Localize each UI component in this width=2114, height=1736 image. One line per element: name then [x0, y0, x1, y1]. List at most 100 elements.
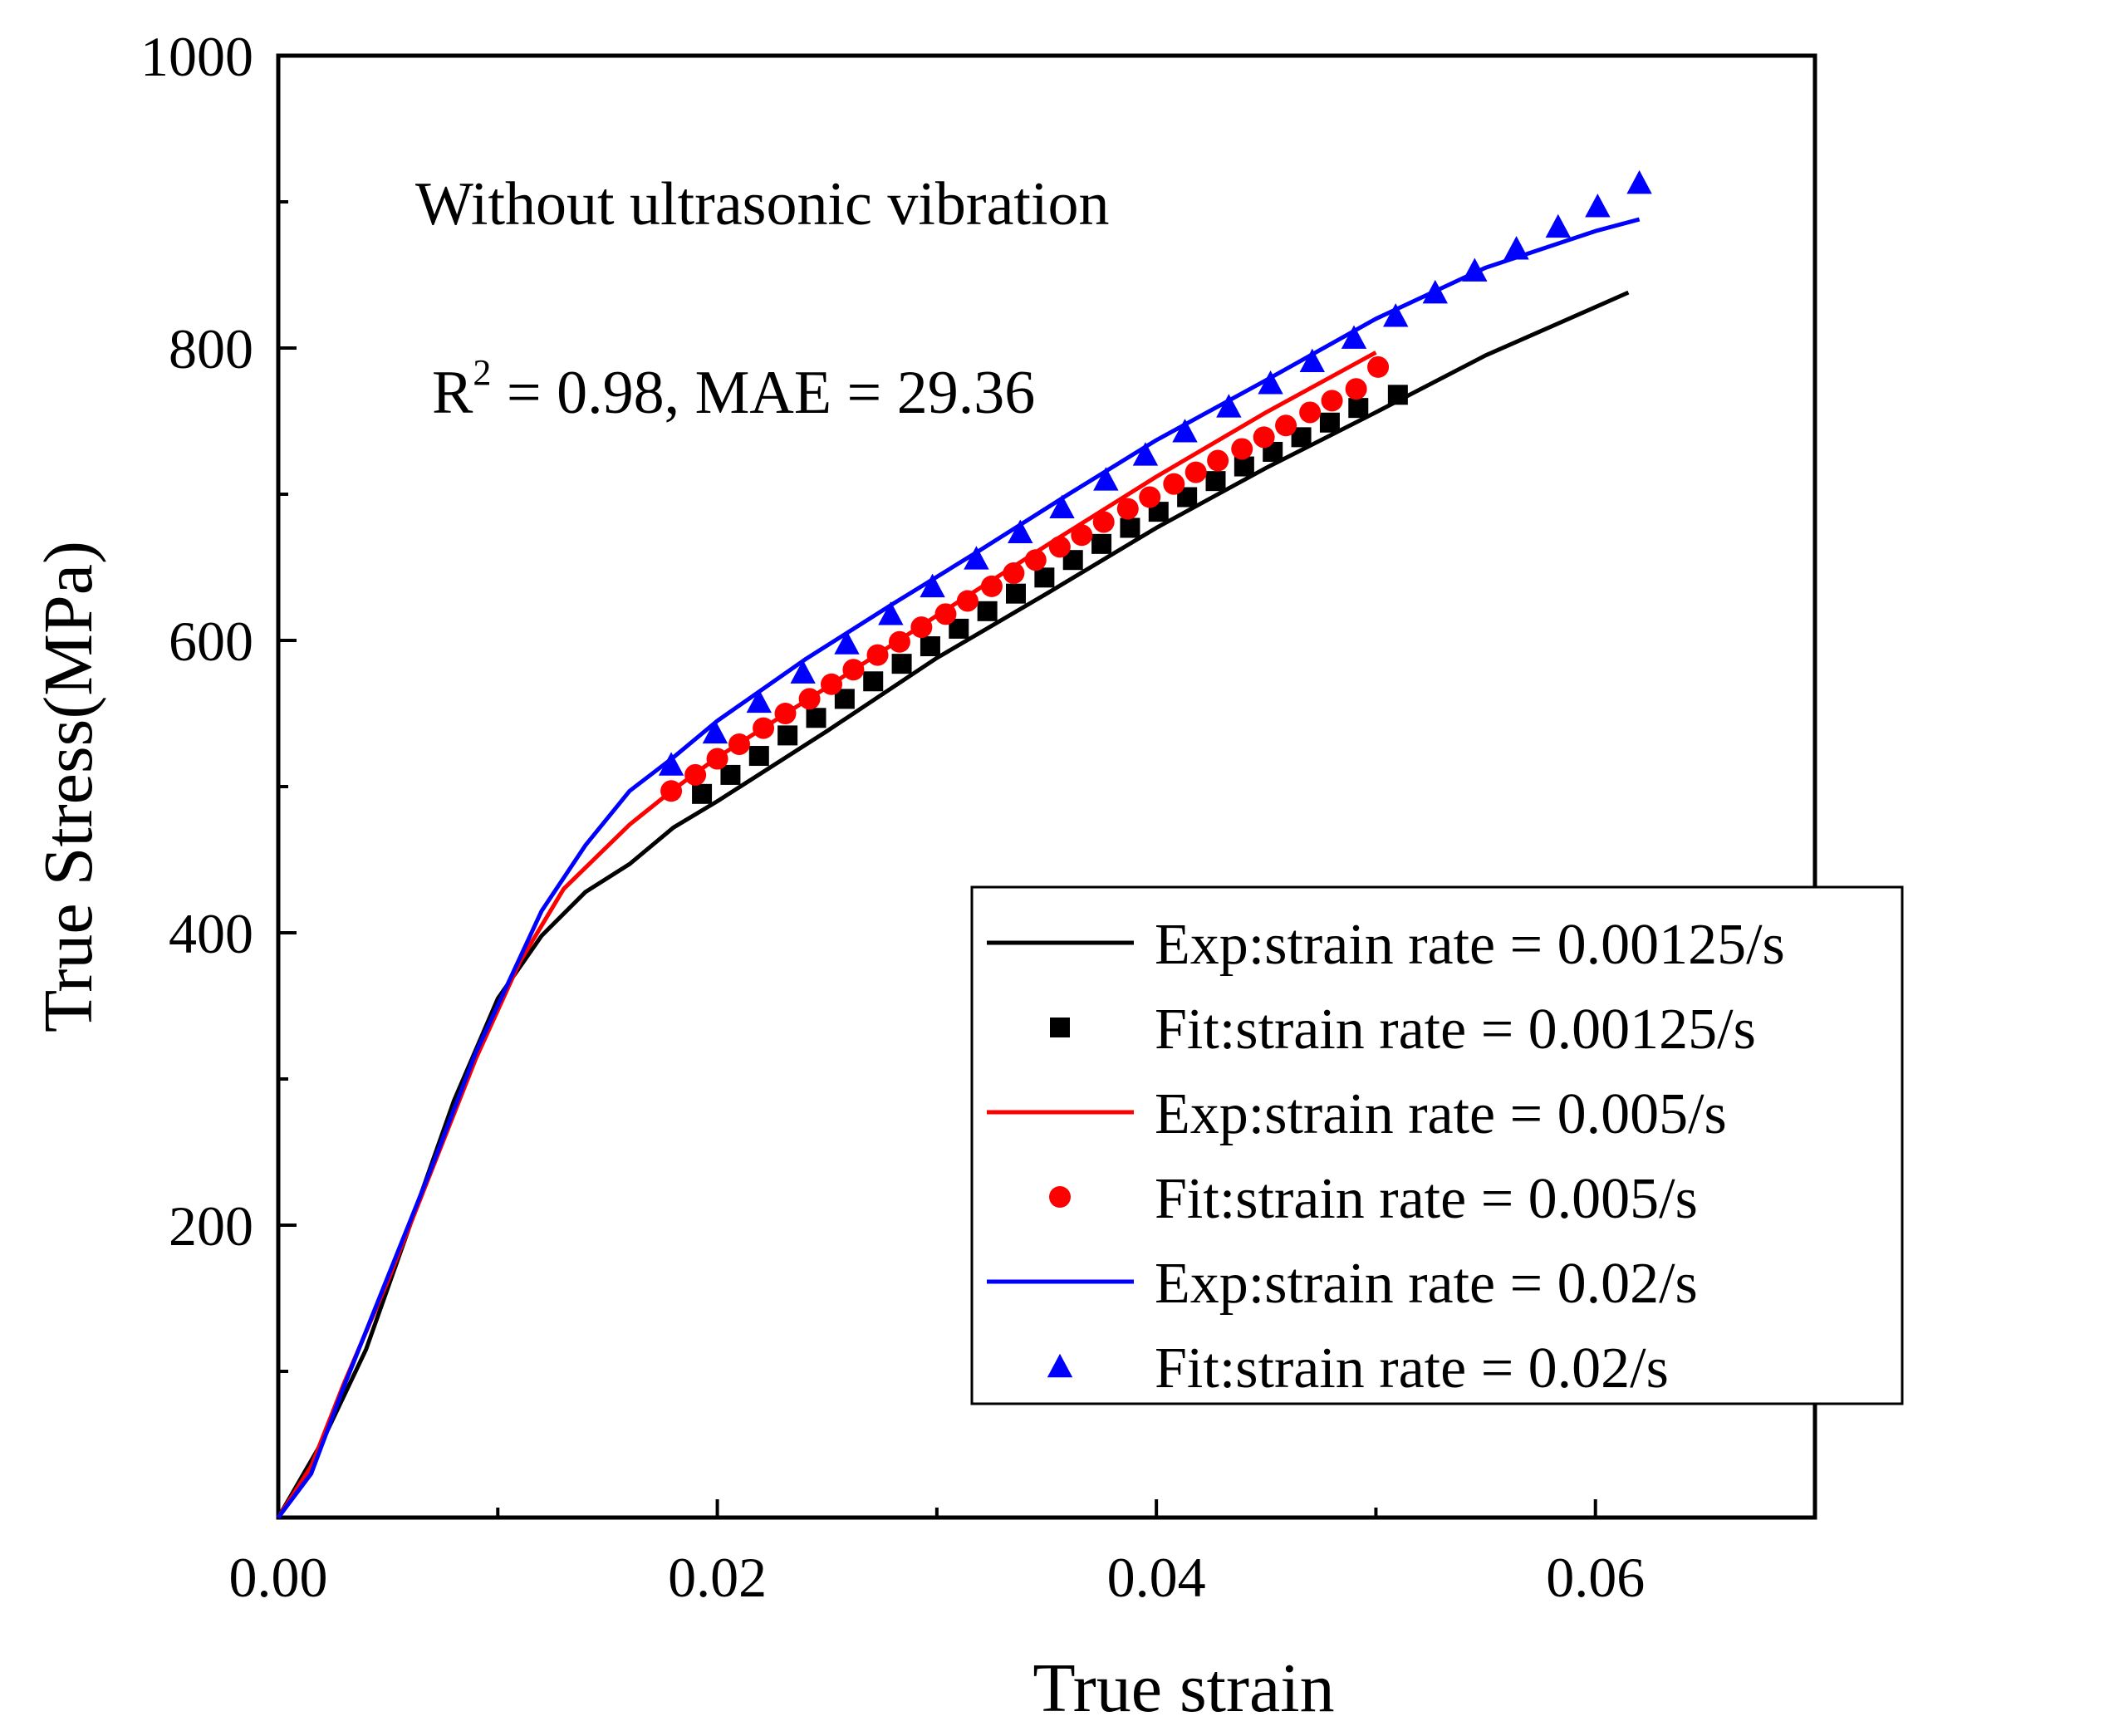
legend-label: Fit:strain rate = 0.00125/s — [1155, 998, 1756, 1062]
data-point — [891, 654, 912, 674]
data-point — [1321, 390, 1343, 412]
data-point — [746, 689, 772, 714]
data-point — [920, 573, 945, 598]
data-point — [1231, 438, 1253, 460]
data-point — [1462, 257, 1488, 282]
data-point — [748, 746, 769, 767]
data-point — [842, 659, 865, 681]
data-point — [1299, 348, 1325, 373]
data-point — [1172, 419, 1198, 443]
legend-label: Exp:strain rate = 0.005/s — [1155, 1082, 1727, 1146]
data-point — [956, 590, 979, 612]
data-point — [1626, 169, 1652, 194]
data-point — [920, 636, 940, 657]
data-point — [702, 719, 728, 744]
series-layer — [276, 169, 1652, 1519]
x-tick-label: 0.00 — [229, 1546, 328, 1609]
data-point — [1132, 442, 1159, 466]
x-axis-title: True strain — [1032, 1650, 1334, 1727]
data-point — [863, 671, 884, 692]
data-point — [1319, 412, 1340, 433]
data-point — [866, 644, 889, 666]
legend-label: Exp:strain rate = 0.00125/s — [1155, 913, 1785, 977]
data-point — [1116, 498, 1139, 520]
data-point — [658, 752, 684, 776]
data-point — [1207, 449, 1229, 472]
y-tick-label: 1000 — [140, 25, 253, 88]
data-point — [834, 630, 860, 655]
data-point — [1367, 356, 1390, 378]
data-point — [910, 616, 933, 639]
data-point — [1383, 303, 1409, 327]
data-point — [1048, 536, 1071, 558]
condition-annotation: Without ultrasonic vibration — [415, 170, 1110, 238]
y-tick-label: 200 — [169, 1194, 253, 1258]
data-point — [777, 725, 798, 746]
data-point — [1387, 385, 1408, 405]
data-point — [1049, 494, 1075, 519]
legend-marker-swatch — [1050, 1018, 1070, 1037]
data-point — [934, 603, 957, 625]
data-point — [1008, 519, 1033, 543]
x-tick-label: 0.02 — [668, 1546, 767, 1609]
x-tick-label: 0.04 — [1107, 1546, 1206, 1609]
data-point — [774, 703, 797, 724]
data-point — [660, 780, 683, 802]
data-point — [1091, 533, 1112, 554]
data-point — [1163, 473, 1185, 495]
data-point — [1275, 414, 1297, 437]
y-tick-label: 600 — [169, 610, 253, 673]
data-point — [1024, 549, 1047, 571]
legend-label: Exp:strain rate = 0.02/s — [1155, 1252, 1698, 1316]
series-group — [277, 217, 1641, 1519]
data-point — [790, 660, 816, 684]
series-line — [277, 217, 1641, 1519]
legend-box — [970, 885, 1904, 1405]
data-point — [720, 764, 741, 785]
data-point — [798, 688, 821, 710]
legend-marker-swatch — [1049, 1186, 1071, 1208]
y-axis-ticks: 200 400 600 800 1000 — [140, 25, 297, 1373]
data-point — [1071, 524, 1093, 547]
data-point — [1585, 194, 1611, 218]
x-axis-ticks: 0.00 0.02 0.04 0.06 — [229, 1499, 1645, 1609]
data-point — [964, 546, 989, 570]
data-point — [1253, 426, 1275, 449]
legend-marker-swatch — [1047, 1353, 1073, 1378]
data-point — [1092, 511, 1115, 533]
data-point — [1185, 461, 1207, 483]
data-point — [1205, 471, 1226, 492]
legend-label: Fit:strain rate = 0.005/s — [1155, 1167, 1698, 1231]
data-point — [1345, 378, 1367, 400]
data-point — [980, 575, 1003, 597]
data-point — [684, 763, 707, 786]
data-point — [1422, 279, 1448, 304]
data-point — [1341, 325, 1367, 349]
r2-label: R — [432, 359, 473, 427]
data-point — [1120, 517, 1140, 538]
data-point — [753, 717, 775, 739]
data-point — [1503, 236, 1529, 260]
legend: Exp:strain rate = 0.00125/s Fit:strain ra… — [970, 885, 1904, 1405]
data-point — [1258, 370, 1283, 395]
y-tick-label: 800 — [169, 317, 253, 380]
data-point — [1139, 486, 1161, 508]
r2-superscript: 2 — [473, 352, 491, 393]
x-tick-label: 0.06 — [1546, 1546, 1645, 1609]
data-point — [728, 733, 750, 755]
data-point — [1234, 456, 1254, 477]
r2-annotation: R2 = 0.98, MAE = 29.36 — [432, 352, 1035, 427]
data-point — [1003, 562, 1025, 585]
series-group — [658, 169, 1652, 776]
y-tick-label: 400 — [169, 902, 253, 965]
data-point — [706, 748, 728, 770]
data-point — [692, 783, 713, 804]
data-point — [1348, 398, 1369, 419]
data-point — [1006, 583, 1026, 604]
data-point — [806, 708, 826, 728]
data-point — [1034, 567, 1055, 588]
data-point — [1216, 394, 1242, 418]
data-point — [1093, 467, 1119, 491]
r2-value: = 0.98, MAE = 29.36 — [491, 359, 1035, 427]
